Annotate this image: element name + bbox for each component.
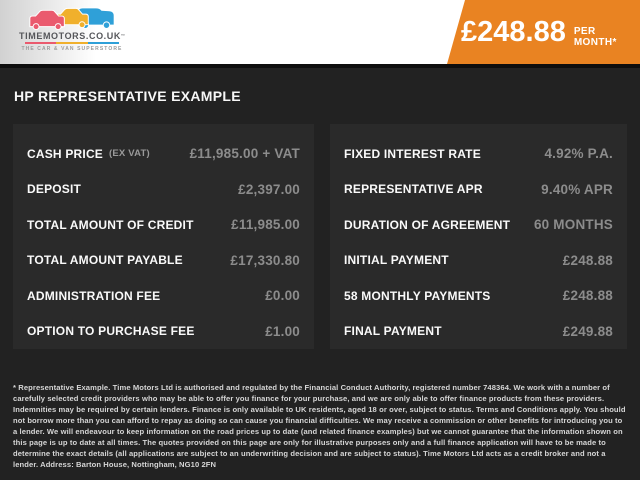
finance-row: DURATION OF AGREEMENT 60 MONTHS [330,207,627,243]
three-vehicles-logo-icon [29,7,115,30]
finance-row: FINAL PAYMENT £249.88 [330,314,627,350]
monthly-price-amount: £248.88 [461,15,566,48]
finance-row: REPRESENTATIVE APR 9.40% APR [330,172,627,208]
finance-panel-right: FIXED INTEREST RATE 4.92% P.A. REPRESENT… [330,124,627,349]
finance-row-value: 4.92% P.A. [544,146,613,162]
representative-example-disclaimer: * Representative Example. Time Motors Lt… [13,383,626,469]
finance-row-value: £17,330.80 [230,252,300,268]
finance-row-label: 58 MONTHLY PAYMENTS [344,288,491,303]
logo-brand-primary: TIME [19,31,43,41]
finance-row-label: DEPOSIT [27,182,82,197]
finance-row: CASH PRICE (EX VAT) £11,985.00 + VAT [13,136,314,172]
finance-row-value: £11,985.00 [231,217,300,233]
finance-row-label: DURATION OF AGREEMENT [344,217,511,232]
finance-row: OPTION TO PURCHASE FEE £1.00 [13,314,314,350]
logo-bar-pink [25,42,57,44]
finance-row-sublabel: (EX VAT) [109,148,150,160]
finance-row-label: FINAL PAYMENT [344,324,442,339]
finance-row-value: £1.00 [265,323,300,339]
logo-brand-text: TIMEMOTORS.CO.UK™ [19,31,125,41]
finance-row: 58 MONTHLY PAYMENTS £248.88 [330,278,627,314]
finance-row-label: INITIAL PAYMENT [344,253,449,268]
logo-color-bar [25,42,119,44]
finance-row-label: ADMINISTRATION FEE [27,288,161,303]
timemotors-logo[interactable]: TIMEMOTORS.CO.UK™ THE CAR & VAN SUPERSTO… [19,5,125,59]
finance-row-value: £11,985.00 + VAT [189,146,300,162]
finance-row-value: 9.40% APR [541,181,613,197]
logo-trademark: ™ [120,33,125,38]
finance-row-value: £0.00 [265,288,300,304]
section-title: HP REPRESENTATIVE EXAMPLE [14,88,241,104]
monthly-price-banner: £248.88 PER MONTH* [447,0,640,64]
monthly-price-suffix: PER MONTH* [573,26,617,48]
finance-row-value: £248.88 [562,288,613,304]
finance-row-label: CASH PRICE [27,146,104,161]
finance-row-value: £2,397.00 [238,181,300,197]
logo-bar-yellow [56,42,88,44]
finance-row-value: 60 MONTHS [533,217,613,233]
finance-panel-left: CASH PRICE (EX VAT) £11,985.00 + VAT DEP… [13,124,314,349]
finance-row-label: TOTAL AMOUNT PAYABLE [27,253,183,268]
logo-bar-blue [87,42,119,44]
finance-row: INITIAL PAYMENT £248.88 [330,243,627,279]
finance-row-label: FIXED INTEREST RATE [344,146,481,161]
finance-row-value: £248.88 [562,252,613,268]
finance-row: TOTAL AMOUNT OF CREDIT £11,985.00 [13,207,314,243]
finance-row: TOTAL AMOUNT PAYABLE £17,330.80 [13,243,314,279]
site-header: TIMEMOTORS.CO.UK™ THE CAR & VAN SUPERSTO… [0,0,640,64]
finance-row: DEPOSIT £2,397.00 [13,172,314,208]
finance-row-value: £249.88 [562,323,613,339]
logo-brand-secondary: MOTORS.CO.UK [42,31,121,41]
finance-row-label: REPRESENTATIVE APR [344,182,483,197]
finance-row-label: TOTAL AMOUNT OF CREDIT [27,217,194,232]
finance-row: ADMINISTRATION FEE £0.00 [13,278,314,314]
logo-tagline: THE CAR & VAN SUPERSTORE [21,46,123,52]
finance-row-label: OPTION TO PURCHASE FEE [27,324,195,339]
finance-row: FIXED INTEREST RATE 4.92% P.A. [330,136,627,172]
finance-example-section: HP REPRESENTATIVE EXAMPLE CASH PRICE (EX… [0,64,640,480]
